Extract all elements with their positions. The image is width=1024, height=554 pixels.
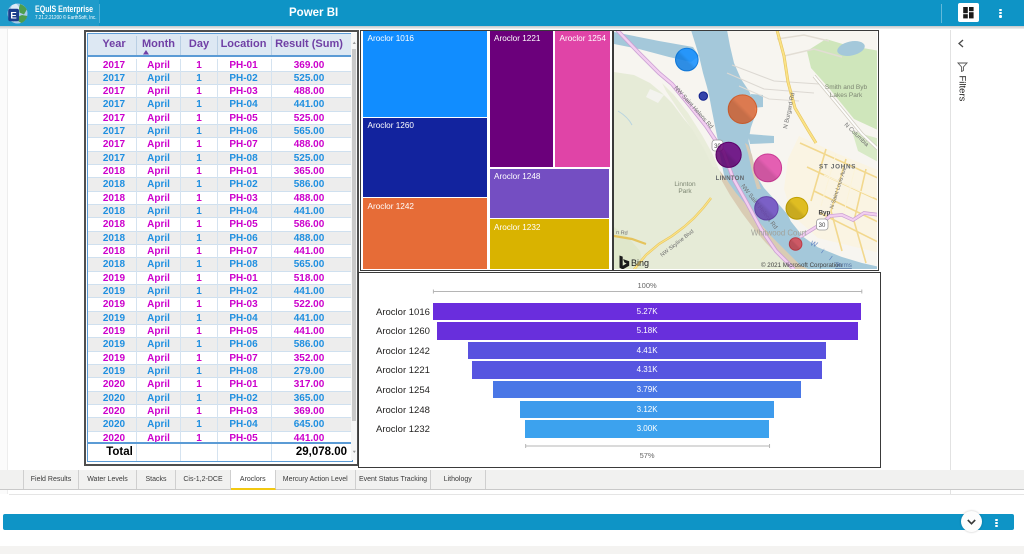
svg-text:i: i <box>820 248 824 255</box>
svg-text:30: 30 <box>818 223 825 229</box>
svg-text:E: E <box>10 11 16 22</box>
svg-text:Smith and Byb: Smith and Byb <box>824 84 867 91</box>
svg-text:Bing: Bing <box>631 258 649 268</box>
svg-text:W: W <box>809 240 819 249</box>
svg-text:Terms: Terms <box>835 262 852 269</box>
svg-text:ST JOHNS: ST JOHNS <box>819 163 856 170</box>
svg-text:l: l <box>835 262 840 269</box>
svg-text:n Rd: n Rd <box>615 230 627 237</box>
svg-text:Park: Park <box>678 188 692 195</box>
svg-text:Linnton: Linnton <box>674 181 696 188</box>
svg-text:l: l <box>828 255 833 262</box>
svg-text:© 2021 Microsoft Corporation: © 2021 Microsoft Corporation <box>761 262 842 269</box>
svg-text:Lakes Park: Lakes Park <box>829 92 862 99</box>
svg-text:Byp: Byp <box>818 209 830 216</box>
svg-text:LINNTON: LINNTON <box>715 176 744 182</box>
svg-text:Whitwood Court: Whitwood Court <box>751 228 807 237</box>
svg-text:30: 30 <box>714 144 721 150</box>
